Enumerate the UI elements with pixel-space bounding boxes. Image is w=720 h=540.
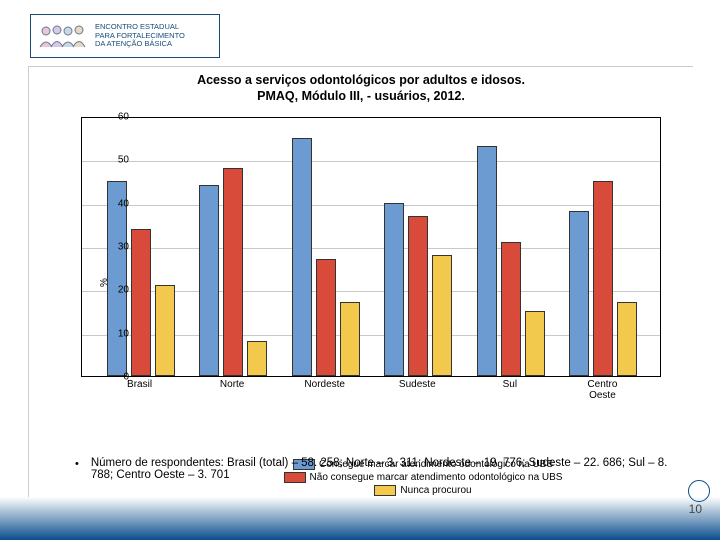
- chart-area: % Consegue marcar atendimento odontológi…: [81, 117, 661, 397]
- bar: [593, 181, 613, 376]
- bar: [155, 285, 175, 376]
- gridline: [82, 205, 660, 206]
- bar: [340, 302, 360, 376]
- gridline: [82, 161, 660, 162]
- bar: [199, 185, 219, 376]
- bar: [384, 203, 404, 376]
- bar: [247, 341, 267, 376]
- x-tick-label: Brasil: [127, 379, 152, 390]
- bar: [292, 138, 312, 376]
- y-tick-label: 10: [105, 328, 129, 339]
- legend-label: Nunca procurou: [400, 485, 471, 496]
- bullet-icon: •: [75, 458, 79, 481]
- bar: [569, 211, 589, 376]
- y-tick-label: 50: [105, 155, 129, 166]
- legend-swatch-icon: [374, 485, 396, 496]
- logo-text: ENCONTRO ESTADUAL PARA FORTALECIMENTO DA…: [95, 23, 185, 49]
- bar: [131, 229, 151, 376]
- y-tick-label: 0: [105, 372, 129, 383]
- y-tick-label: 60: [105, 112, 129, 123]
- x-tick-label: Sudeste: [399, 379, 436, 390]
- x-tick-label: Nordeste: [304, 379, 345, 390]
- x-tick-label: Norte: [220, 379, 244, 390]
- bar: [223, 168, 243, 376]
- bar: [501, 242, 521, 376]
- title-line2: PMAQ, Módulo III, - usuários, 2012.: [29, 89, 693, 105]
- bar: [477, 146, 497, 376]
- x-tick-label: Centro Oeste: [573, 379, 632, 401]
- bar: [432, 255, 452, 376]
- footnote: • Número de respondentes: Brasil (total)…: [75, 457, 675, 481]
- bar: [408, 216, 428, 376]
- corner-ornament-icon: [688, 480, 710, 502]
- chart-panel: Acesso a serviços odontológicos por adul…: [28, 66, 693, 497]
- bar: [316, 259, 336, 376]
- footnote-text: Número de respondentes: Brasil (total) –…: [91, 457, 675, 481]
- logo-box: ENCONTRO ESTADUAL PARA FORTALECIMENTO DA…: [30, 14, 220, 58]
- title-line1: Acesso a serviços odontológicos por adul…: [29, 73, 693, 89]
- x-tick-label: Sul: [503, 379, 517, 390]
- bar: [107, 181, 127, 376]
- y-tick-label: 20: [105, 285, 129, 296]
- chart-title: Acesso a serviços odontológicos por adul…: [29, 73, 693, 104]
- legend-item: Nunca procurou: [374, 485, 471, 496]
- logo-line3: DA ATENÇÃO BÁSICA: [95, 40, 185, 49]
- y-tick-label: 40: [105, 198, 129, 209]
- bar: [525, 311, 545, 376]
- y-tick-label: 30: [105, 242, 129, 253]
- page-number: 10: [689, 502, 702, 516]
- bar: [617, 302, 637, 376]
- plot-region: [81, 117, 661, 377]
- slide: ENCONTRO ESTADUAL PARA FORTALECIMENTO DA…: [0, 0, 720, 540]
- people-icon: [37, 21, 89, 51]
